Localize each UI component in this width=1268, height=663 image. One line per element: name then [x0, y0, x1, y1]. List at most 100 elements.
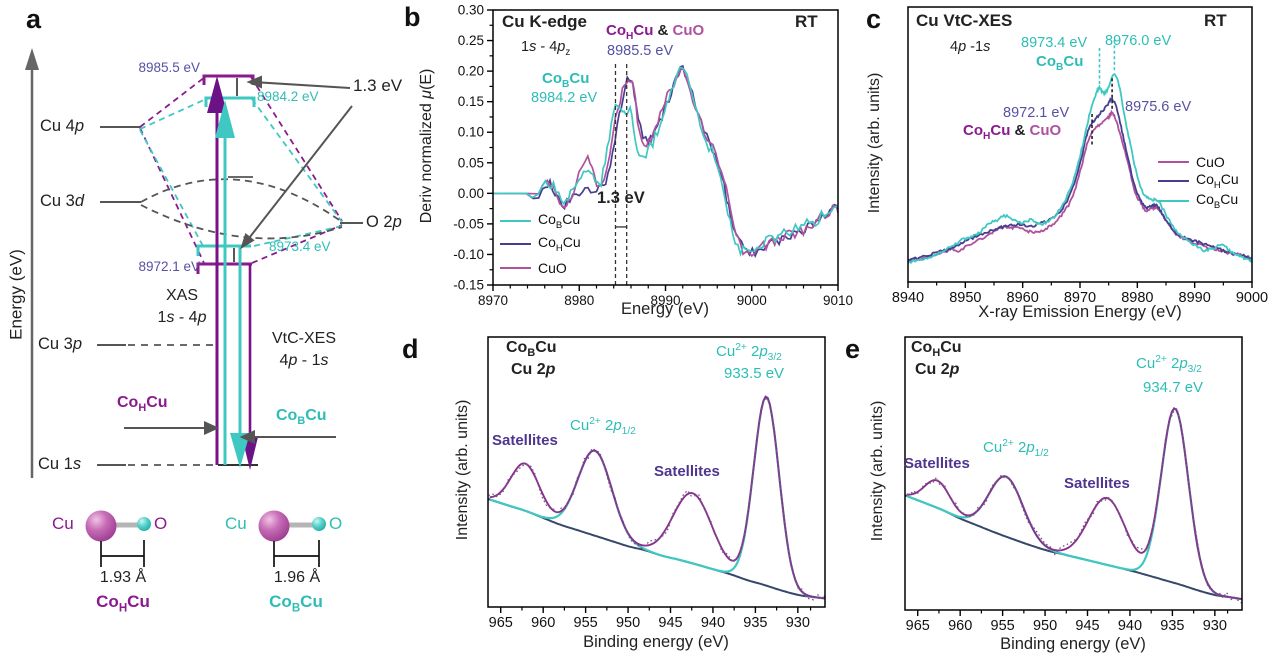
- molecule-cobcu: [258, 510, 326, 567]
- series-CuO: [908, 109, 1252, 263]
- b-gap-label: 1.3 eV: [597, 189, 645, 207]
- mol2-bond-length: 1.96 Å: [273, 569, 321, 586]
- mol2-name: CoBCu: [269, 592, 323, 615]
- x-tick-label: 945: [1075, 618, 1099, 634]
- x-tick-label: 8970: [1064, 290, 1096, 306]
- b-rt-badge: RT: [795, 12, 818, 31]
- b-species-annotation: CoHCu & CuO: [606, 22, 705, 42]
- y-tick-label: 0.15: [458, 94, 484, 109]
- b-species-amp: &: [653, 22, 673, 39]
- c-species-amp: &: [1010, 122, 1030, 139]
- d-x-axis-label: Binding energy (eV): [583, 633, 729, 651]
- gray-mixing-curves: [140, 178, 343, 240]
- panel-letter-d: d: [402, 334, 419, 364]
- c-peak-8975-label: 8975.6 eV: [1125, 99, 1192, 115]
- d-satellites-right-label: Satellites: [654, 463, 720, 480]
- c-peak-8973-label: 8973.4 eV: [1021, 35, 1088, 51]
- legend-label: CoBCu: [538, 210, 581, 231]
- panel-a-diagram: [25, 48, 363, 567]
- molecule-cohcu: [85, 510, 151, 567]
- vtc-label: VtC-XES: [271, 330, 336, 347]
- c-x-axis-label: X-ray Emission Energy (eV): [978, 303, 1182, 321]
- e-x-axis-label: Binding energy (eV): [1000, 635, 1146, 653]
- x-tick-label: 940: [1118, 618, 1142, 634]
- transition-arrows: [207, 76, 258, 470]
- legend-swatch: [1158, 180, 1189, 183]
- x-tick-label: 8980: [564, 293, 594, 308]
- b-species-cohcu: CoHCu: [606, 22, 654, 42]
- axis-arrow-icon: [25, 48, 39, 70]
- xas-purple-arrow-icon: [207, 76, 227, 113]
- plot-area-c: [908, 7, 1252, 282]
- d-region-label: Cu 2p: [511, 361, 556, 378]
- e-p32-label: Cu2+ 2p3/2: [1136, 354, 1202, 375]
- mol1-bond-length: 1.93 Å: [99, 569, 147, 586]
- vtc-cyan-arrow-icon: [230, 433, 250, 468]
- x-tick-label: 930: [1203, 618, 1227, 634]
- d-p32-label: Cu2+ 2p3/2: [716, 342, 782, 363]
- gap-1-3ev-label: 1.3 eV: [353, 76, 403, 95]
- x-tick-label: 965: [489, 615, 513, 631]
- c-species-cohcu: CoHCu: [963, 122, 1011, 142]
- series-group-e: [905, 406, 1242, 604]
- level-8984-bar: [204, 96, 256, 107]
- y-tick-label: 0.05: [458, 155, 484, 170]
- legend-swatch: [1158, 199, 1189, 202]
- cu-atom: [85, 510, 117, 542]
- o-atom: [312, 517, 326, 531]
- legend-entry: CuO: [500, 256, 581, 280]
- bond-length-bracket: [100, 540, 145, 567]
- x-tick-label: 935: [743, 615, 767, 631]
- c-rt-badge: RT: [1204, 11, 1227, 30]
- legend-label: CoHCu: [1196, 171, 1239, 192]
- x-tick-label: 960: [531, 615, 555, 631]
- x-tick-label: 950: [1033, 618, 1057, 634]
- x-tick-label: 950: [616, 615, 640, 631]
- y-tick-label: 0.30: [458, 3, 484, 18]
- x-tick-label: 940: [701, 615, 725, 631]
- o-atom: [137, 517, 151, 531]
- y-tick-label: 0.00: [458, 186, 484, 201]
- gap-pointer-top-icon: [246, 75, 262, 89]
- c-species-annotation: CoHCu & CuO: [963, 122, 1062, 142]
- d-sample-label: CoBCu: [506, 339, 557, 360]
- y-tick-label: 0.20: [458, 64, 484, 79]
- legend-swatch: [1158, 160, 1189, 163]
- e-region-label: Cu 2p: [915, 361, 960, 378]
- legend-swatch: [500, 243, 531, 246]
- e-y-axis-label: Intensity (arb. units): [869, 400, 887, 542]
- legend-label: CuO: [1196, 153, 1225, 170]
- xas-cyan-arrow-icon: [215, 100, 235, 138]
- b-peak-8985-label: 8985.5 eV: [607, 43, 674, 59]
- series-CoBCu: [493, 66, 838, 258]
- cohcu-pointer-icon: [204, 420, 220, 436]
- energy-axis-label: Energy (eV): [6, 249, 26, 340]
- energy-8984-label: 8984.2 eV: [257, 89, 319, 104]
- mol2-cu-label: Cu: [225, 514, 247, 533]
- x-tick-label: 9000: [737, 293, 767, 308]
- series-CoBCu: [908, 72, 1252, 265]
- y-tick-label: -0.05: [453, 216, 484, 231]
- legend-swatch: [500, 266, 531, 269]
- series-group-b: [493, 64, 838, 259]
- legend-swatch: [500, 219, 531, 222]
- c-peak-8972-label: 8972.1 eV: [1003, 105, 1070, 121]
- y-tick-label: -0.15: [453, 278, 484, 293]
- b-species-cuo: CuO: [672, 22, 705, 39]
- energy-axis: [25, 48, 39, 478]
- x-tick-label: 8950: [949, 290, 981, 306]
- legend-entry: CoHCu: [1158, 171, 1239, 192]
- panel-letter-a: a: [26, 4, 42, 34]
- x-tick-label: 935: [1160, 618, 1184, 634]
- c-subtitle: 4p -1s: [950, 39, 991, 55]
- plot-area-e: [905, 337, 1242, 610]
- cu-atom: [258, 510, 290, 542]
- y-tick-label: -0.10: [453, 247, 484, 262]
- c-species-cuo: CuO: [1029, 122, 1062, 139]
- energy-8973-label: 8973.4 eV: [269, 239, 331, 254]
- x-tick-label: 8960: [1007, 290, 1039, 306]
- energy-8985-label: 8985.5 eV: [138, 60, 200, 75]
- y-tick-label: 0.10: [458, 125, 484, 140]
- level-8972-bar: [196, 262, 252, 274]
